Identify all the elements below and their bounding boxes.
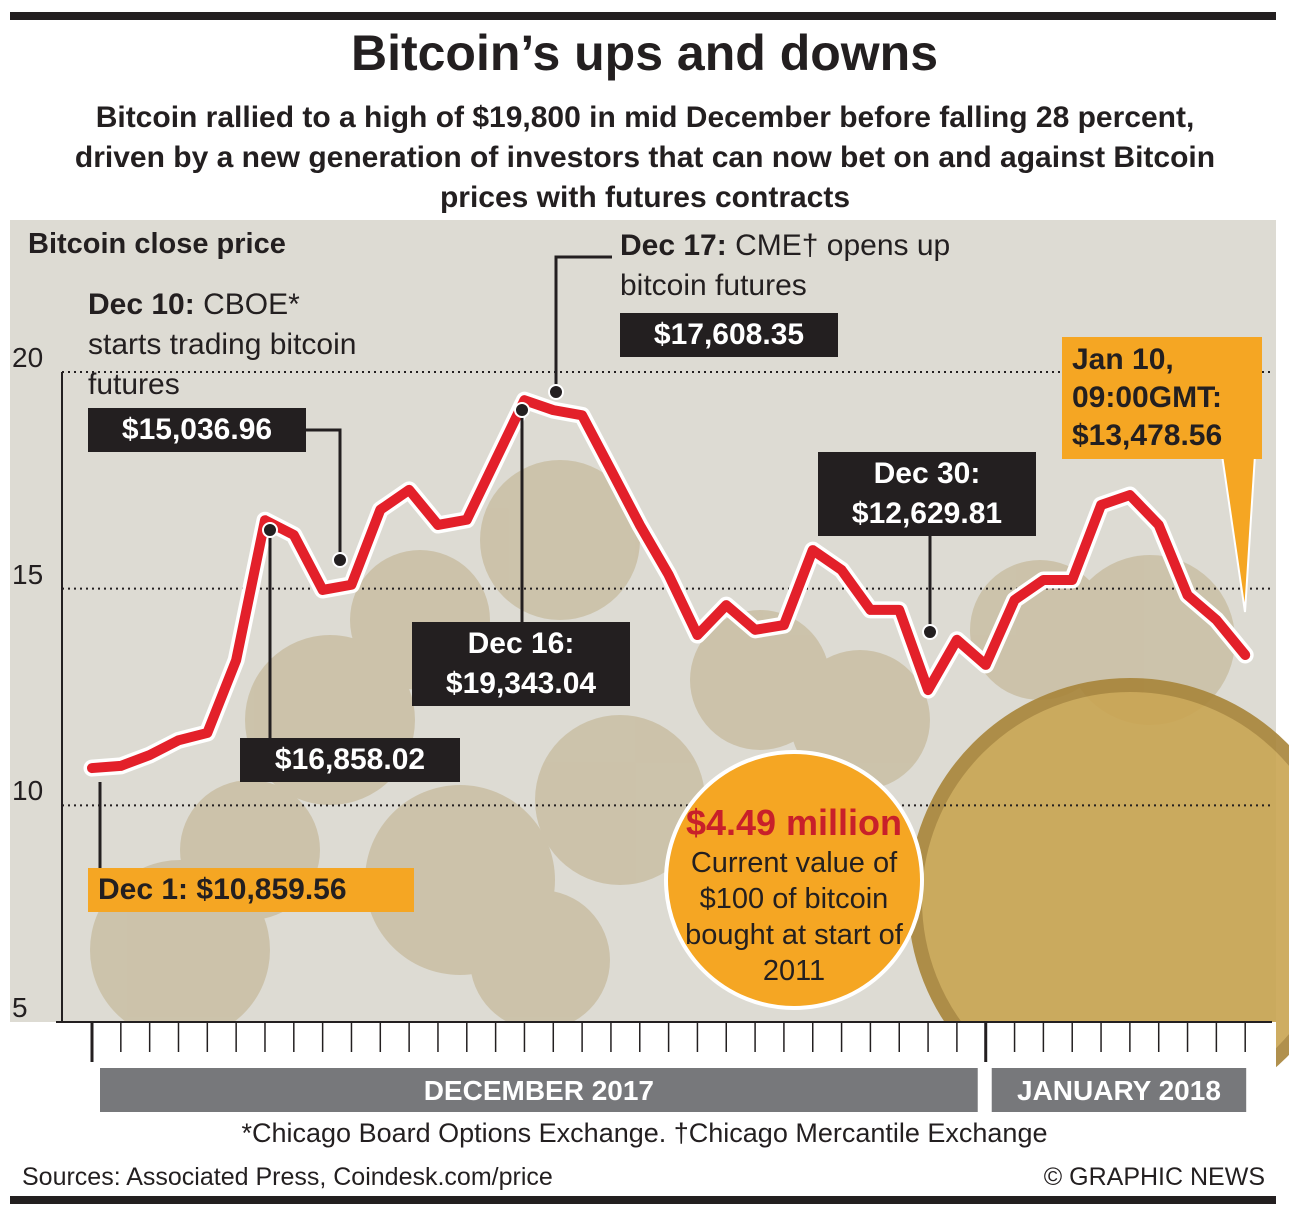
- annotation-date: Dec 30:: [873, 457, 981, 490]
- y-tick-label: 20: [12, 342, 44, 373]
- y-tick-label: 5: [12, 992, 28, 1023]
- y-axis-label: Bitcoin close price: [28, 228, 286, 260]
- annotation-box: Dec 16: $19,343.04: [412, 622, 630, 706]
- bottom-rule: [10, 1196, 1276, 1204]
- annotation-note: Dec 10: CBOE* starts trading bitcoin fut…: [88, 285, 358, 405]
- month-label: DECEMBER 2017: [424, 1075, 654, 1106]
- annotation-box: Dec 30: $12,629.81: [818, 452, 1036, 536]
- top-rule: [10, 12, 1276, 20]
- month-label: JANUARY 2018: [1017, 1075, 1221, 1106]
- connector: [554, 255, 612, 392]
- marker: [922, 624, 938, 640]
- annotation-box: $16,858.02: [240, 738, 460, 782]
- marker: [514, 402, 530, 418]
- marker: [548, 384, 564, 400]
- y-tick-label: 15: [12, 558, 44, 590]
- price-box: $17,608.35: [620, 313, 838, 357]
- annotation-date: Dec 17:: [620, 229, 727, 262]
- chart-title: Bitcoin’s ups and downs: [350, 25, 939, 81]
- y-tick-label: 10: [12, 775, 44, 807]
- annotation-box: Dec 1: $10,859.56: [88, 868, 414, 912]
- annotation-price: $13,478.56: [1072, 419, 1223, 452]
- month-band: [991, 1068, 1247, 1112]
- line: [87, 395, 1251, 774]
- callout-text: Current value of $100 of bitcoin bought …: [685, 847, 903, 987]
- annotation-price: $12,629.81: [851, 497, 1003, 530]
- marker: [332, 552, 348, 568]
- annotation-price: $16,858.02: [274, 743, 426, 776]
- annotation-date: Dec 16:: [467, 627, 575, 660]
- coin-texture: [90, 460, 1235, 1040]
- chart-subtitle: Bitcoin rallied to a high of $19,800 in …: [74, 101, 1216, 214]
- annotation-text: CBOE* starts trading bitcoin futures: [88, 288, 357, 401]
- annotation-box: Jan 10, 09:00GMT: $13,478.56: [1062, 337, 1262, 459]
- annotation-price: $19,343.04: [445, 667, 597, 700]
- annotation-text: CME† opens up bitcoin futures: [620, 229, 951, 302]
- annotation-note: Dec 17: CME† opens up bitcoin futures: [620, 226, 980, 306]
- annotation-price: $10,859.56: [196, 873, 347, 906]
- footnote: *Chicago Board Options Exchange. †Chicag…: [241, 1118, 1048, 1148]
- annotation-date: Dec 10:: [88, 288, 195, 321]
- callout-circle: [664, 750, 924, 1010]
- connector: [306, 428, 342, 560]
- annotation-date: Dec 1:: [98, 873, 189, 906]
- callout-headline: $4.49 million: [685, 802, 903, 843]
- month-band: [100, 1068, 978, 1112]
- marker: [262, 522, 278, 538]
- annotation-date: Jan 10, 09:00GMT:: [1072, 343, 1223, 414]
- price-box: $15,036.96: [88, 408, 306, 452]
- credit: © GRAPHIC NEWS: [1043, 1163, 1265, 1191]
- source: Sources: Associated Press, Coindesk.com/…: [22, 1163, 553, 1191]
